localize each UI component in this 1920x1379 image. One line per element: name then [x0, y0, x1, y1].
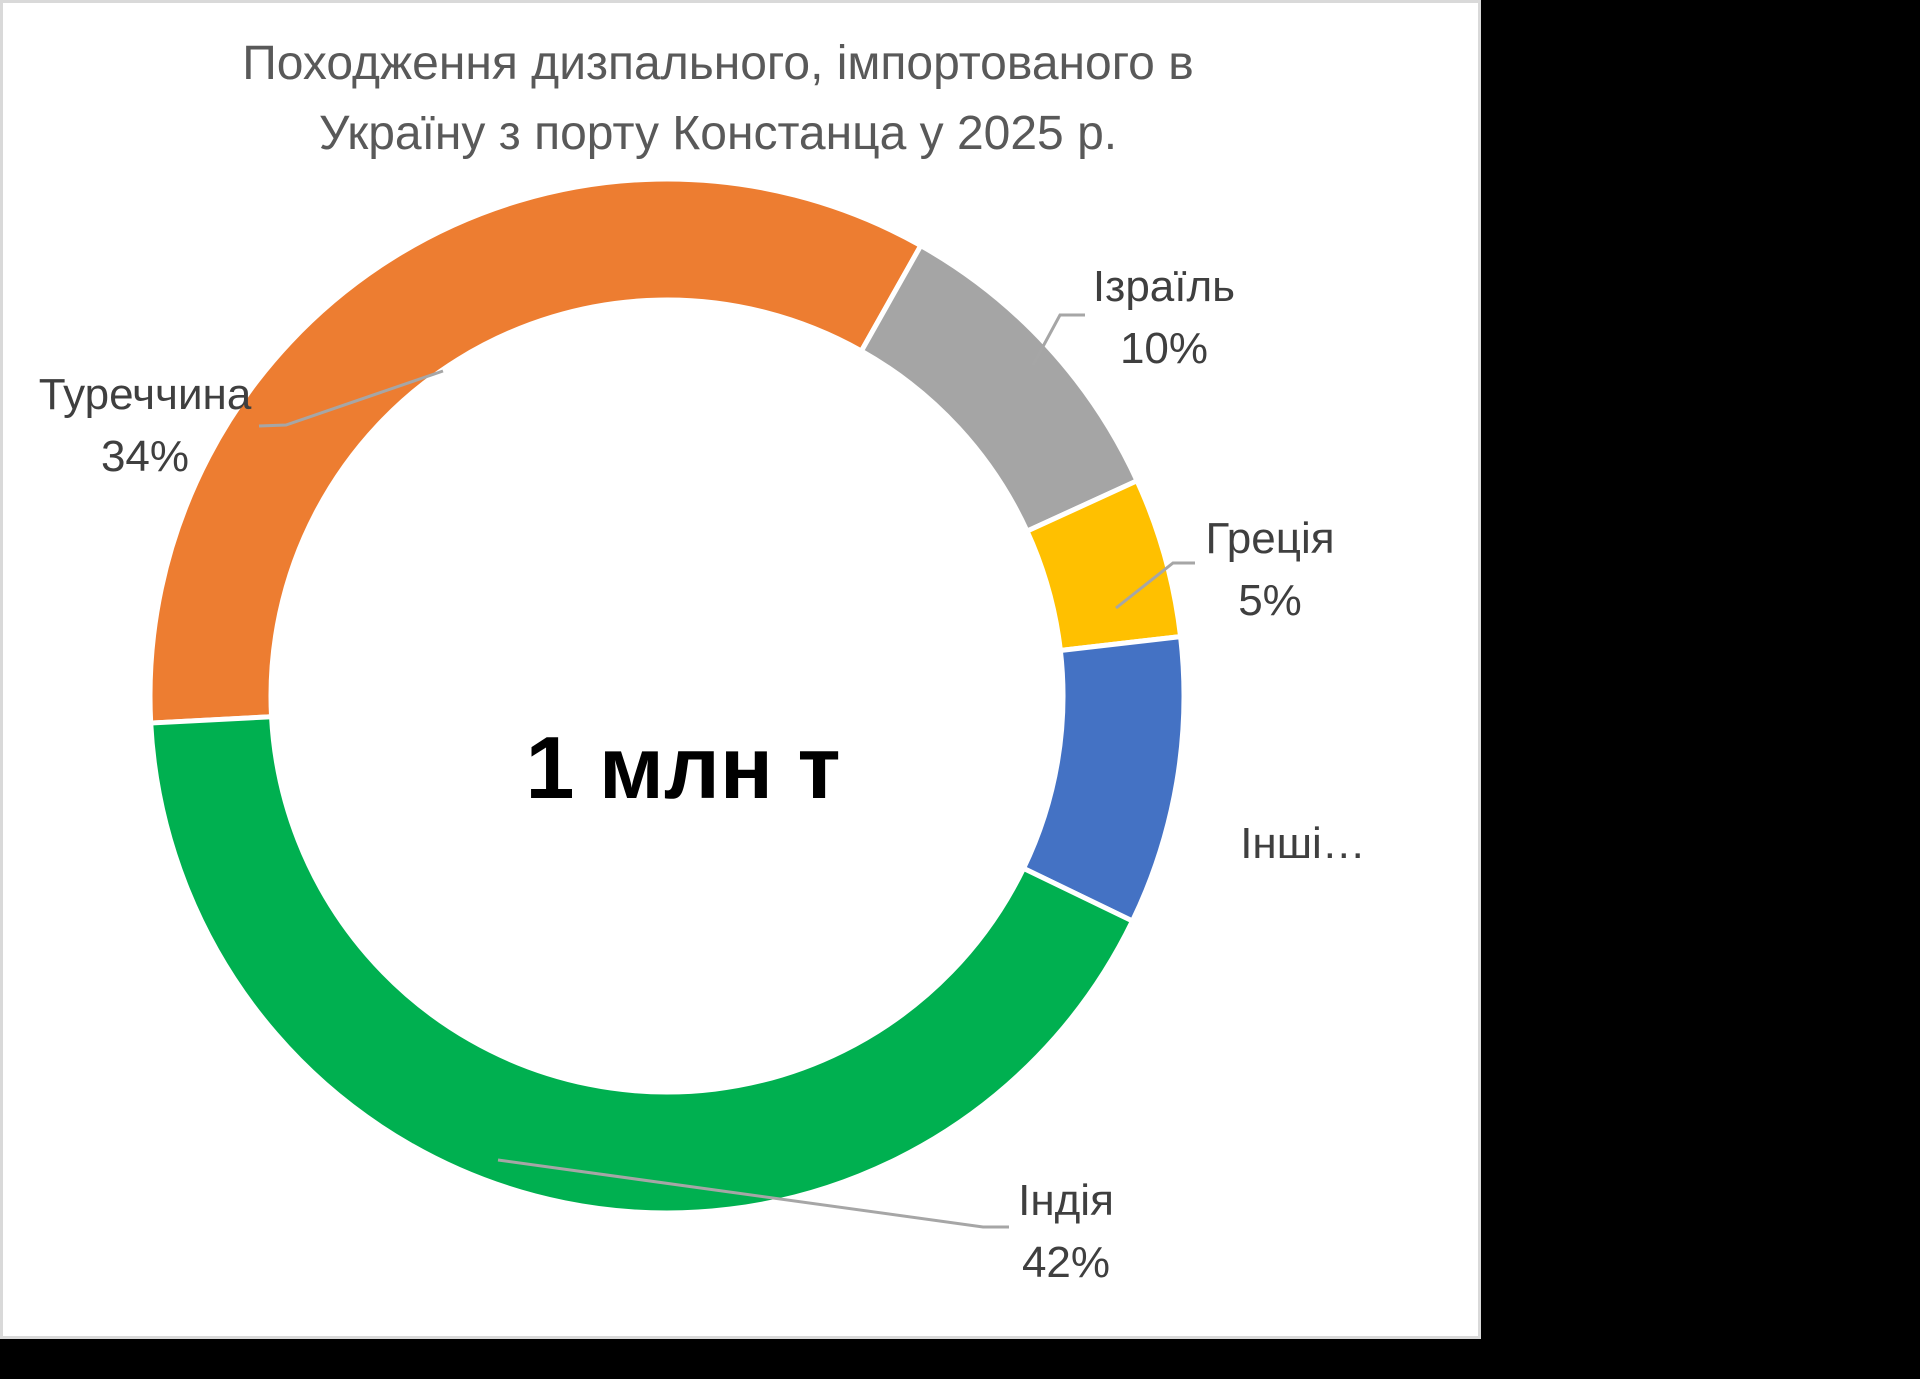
greece-leader-line	[1115, 561, 1195, 610]
label-turkey-name: Туреччина	[38, 370, 252, 419]
chart-panel: Походження дизпального, імпортованого в У…	[0, 0, 1481, 1339]
chart-title: Походження дизпального, імпортованого в У…	[3, 29, 1433, 169]
donut-slices	[147, 176, 1187, 1216]
chart-title-line1: Походження дизпального, імпортованого в	[242, 37, 1194, 90]
label-india-name: Індія	[1018, 1176, 1114, 1225]
donut-slice-india[interactable]	[148, 714, 1136, 1216]
label-others-name: Інші…	[1240, 819, 1366, 868]
label-greece-name: Греція	[1205, 514, 1335, 563]
label-israel-name: Ізраїль	[1092, 262, 1236, 311]
label-israel: Ізраїль 10%	[1093, 256, 1235, 380]
label-turkey-pct: 34%	[100, 432, 190, 481]
label-india: Індія 42%	[1018, 1170, 1114, 1294]
label-turkey: Туреччина 34%	[39, 364, 252, 488]
label-india-pct: 42%	[1021, 1238, 1111, 1287]
donut-chart	[147, 176, 1195, 1229]
label-others: Інші…	[1240, 813, 1366, 875]
chart-title-line2: Україну з порту Констанца у 2025 р.	[318, 107, 1118, 160]
donut-center-total: 1 млн т	[525, 718, 841, 817]
leader-lines	[258, 313, 1195, 1229]
label-greece: Греція 5%	[1205, 508, 1334, 632]
israel-leader-line	[1031, 313, 1085, 366]
label-israel-pct: 10%	[1119, 324, 1209, 373]
label-greece-pct: 5%	[1238, 576, 1302, 625]
donut-slice-turkey[interactable]	[147, 176, 925, 726]
turkey-leader-line	[258, 369, 444, 428]
india-leader-line	[497, 1158, 1009, 1229]
